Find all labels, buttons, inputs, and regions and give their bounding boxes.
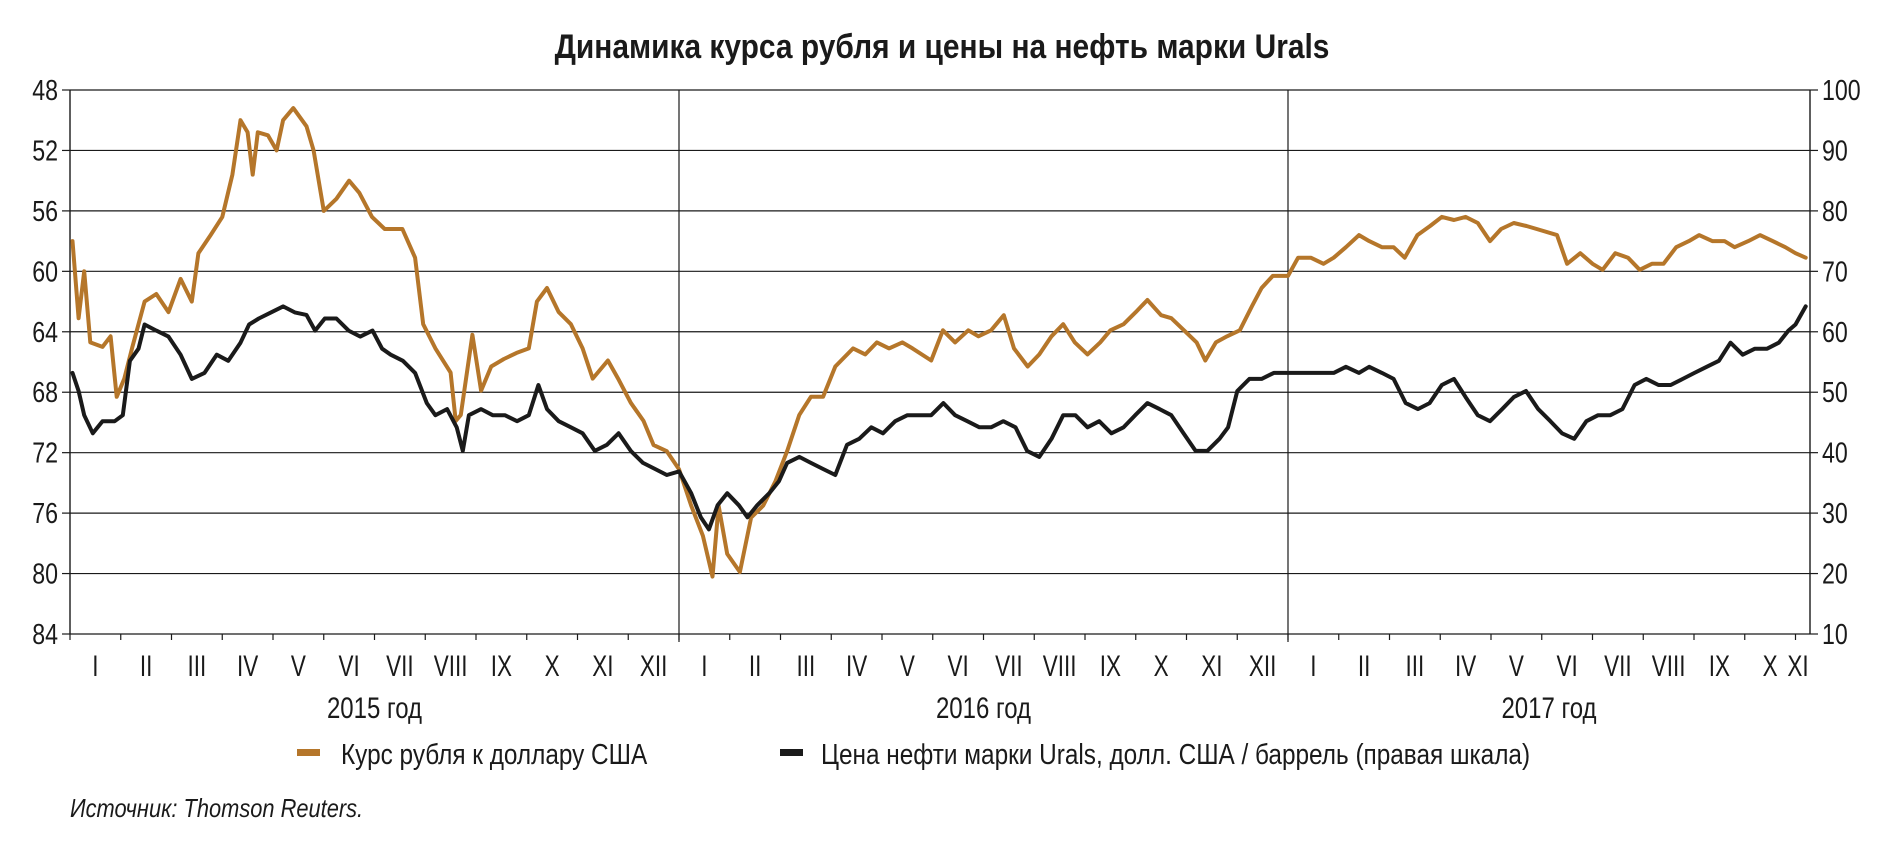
legend: Курс рубля к доллару США Цена нефти марк…	[297, 738, 1530, 770]
month-label: VII	[1604, 649, 1631, 683]
month-label: XI	[1787, 649, 1808, 683]
right-axis-label: 90	[1822, 134, 1848, 167]
source-note: Источник: Thomson Reuters.	[70, 794, 363, 823]
right-axis-label: 60	[1822, 315, 1848, 348]
right-axis-label: 70	[1822, 255, 1848, 288]
left-axis-label: 60	[32, 255, 58, 288]
grid	[70, 89, 1810, 642]
left-axis-label: 56	[32, 194, 58, 227]
left-axis-label: 48	[32, 73, 58, 106]
legend-label-oil: Цена нефти марки Urals, долл. США / барр…	[821, 738, 1530, 770]
month-label: III	[797, 649, 816, 683]
month-label: V	[291, 649, 306, 683]
month-label: V	[1509, 649, 1524, 683]
left-axis-label: 76	[32, 497, 58, 530]
right-axis-label: 40	[1822, 436, 1848, 469]
month-label: IX	[1709, 649, 1731, 683]
left-axis-label: 80	[32, 557, 58, 590]
axis-labels: 48 100 52 90 56 80 60 70 64 60 68 50 72 40 76 30 80 20 84 1…	[32, 73, 1861, 724]
month-label: XII	[640, 649, 667, 683]
right-axis-label: 100	[1822, 73, 1861, 106]
month-label: IV	[846, 649, 868, 683]
year-label: 2016 год	[936, 690, 1031, 724]
right-axis-label: 80	[1822, 194, 1848, 227]
month-label: I	[92, 649, 98, 683]
month-label: XI	[592, 649, 613, 683]
right-axis-label: 10	[1822, 617, 1848, 650]
month-label: II	[1358, 649, 1371, 683]
month-label: II	[140, 649, 153, 683]
month-label: VIII	[1652, 649, 1686, 683]
left-axis-label: 84	[32, 617, 58, 650]
chart-title: Динамика курса рубля и цены на нефть мар…	[555, 27, 1330, 65]
year-label: 2015 год	[327, 690, 422, 724]
month-label: IV	[1455, 649, 1477, 683]
series-layer	[70, 106, 1808, 579]
month-label: XII	[1249, 649, 1276, 683]
axes	[62, 89, 1818, 640]
legend-swatch-oil	[780, 749, 803, 756]
month-label: X	[545, 649, 560, 683]
month-label: VI	[1556, 649, 1577, 683]
month-label: IV	[237, 649, 259, 683]
left-axis-label: 72	[32, 436, 58, 469]
month-label: X	[1763, 649, 1778, 683]
legend-swatch-ruble	[297, 749, 320, 756]
month-label: VII	[995, 649, 1022, 683]
month-label: VII	[386, 649, 413, 683]
right-axis-label: 20	[1822, 557, 1848, 590]
month-label: III	[1406, 649, 1425, 683]
month-label: VI	[338, 649, 359, 683]
right-axis-label: 50	[1822, 376, 1848, 409]
left-axis-label: 68	[32, 376, 58, 409]
month-label: X	[1154, 649, 1169, 683]
month-label: III	[188, 649, 207, 683]
month-label: VIII	[434, 649, 468, 683]
month-label: IX	[491, 649, 513, 683]
month-label: I	[1310, 649, 1316, 683]
month-label: IX	[1100, 649, 1122, 683]
month-label: VIII	[1043, 649, 1077, 683]
left-axis-label: 64	[32, 315, 58, 348]
month-label: VI	[947, 649, 968, 683]
legend-label-ruble: Курс рубля к доллару США	[341, 738, 647, 770]
year-label: 2017 год	[1501, 690, 1596, 724]
right-axis-label: 30	[1822, 497, 1848, 530]
urals-oil-price-line	[70, 304, 1808, 532]
month-label: I	[701, 649, 707, 683]
month-label: II	[749, 649, 762, 683]
month-label: XI	[1201, 649, 1222, 683]
ruble-rate-line	[70, 106, 1808, 579]
month-label: V	[900, 649, 915, 683]
left-axis-label: 52	[32, 134, 58, 167]
